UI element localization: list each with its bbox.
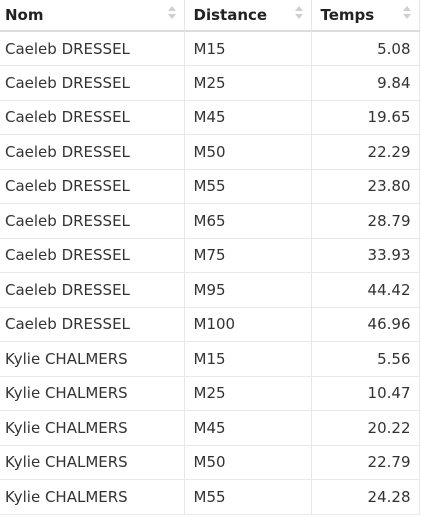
table-row: Kylie CHALMERS M15 5.56	[0, 341, 420, 377]
cell-nom: Kylie CHALMERS	[0, 410, 185, 446]
cell-distance: M45	[184, 100, 312, 135]
table-row: Caeleb DRESSEL M100 46.96	[0, 307, 420, 342]
cell-distance: M55	[184, 479, 312, 515]
cell-nom: Kylie CHALMERS	[0, 445, 185, 480]
cell-temps: 22.79	[311, 445, 420, 480]
table-row: Kylie CHALMERS M55 24.28	[0, 479, 420, 515]
column-header-label: Distance	[193, 6, 268, 24]
column-header-label: Nom	[5, 6, 44, 24]
cell-nom: Caeleb DRESSEL	[0, 203, 185, 239]
cell-nom: Kylie CHALMERS	[0, 376, 185, 411]
table-row: Caeleb DRESSEL M50 22.29	[0, 134, 420, 170]
table-row: Caeleb DRESSEL M65 28.79	[0, 203, 420, 239]
cell-nom: Caeleb DRESSEL	[0, 31, 185, 66]
cell-nom: Caeleb DRESSEL	[0, 307, 185, 342]
sort-both-icon[interactable]	[402, 6, 411, 20]
cell-temps: 20.22	[311, 410, 420, 446]
table-row: Caeleb DRESSEL M25 9.84	[0, 65, 420, 101]
table-row: Caeleb DRESSEL M75 33.93	[0, 238, 420, 273]
table-row: Kylie CHALMERS M45 20.22	[0, 410, 420, 446]
cell-temps: 46.96	[311, 307, 420, 342]
header-row: Nom Distance Temps	[0, 0, 420, 32]
table-header: Nom Distance Temps	[0, 0, 420, 32]
cell-nom: Caeleb DRESSEL	[0, 169, 185, 204]
table-row: Caeleb DRESSEL M45 19.65	[0, 100, 420, 135]
column-header-label: Temps	[320, 6, 375, 24]
cell-temps: 5.08	[311, 31, 420, 66]
table-row: Caeleb DRESSEL M15 5.08	[0, 31, 420, 66]
cell-distance: M25	[184, 65, 312, 101]
cell-nom: Kylie CHALMERS	[0, 479, 185, 515]
table-row: Caeleb DRESSEL M55 23.80	[0, 169, 420, 204]
cell-temps: 24.28	[311, 479, 420, 515]
cell-distance: M45	[184, 410, 312, 446]
cell-distance: M55	[184, 169, 312, 204]
cell-nom: Caeleb DRESSEL	[0, 272, 185, 308]
sort-both-icon[interactable]	[294, 6, 303, 20]
cell-nom: Caeleb DRESSEL	[0, 238, 185, 273]
sort-both-icon[interactable]	[167, 6, 176, 20]
cell-temps: 5.56	[311, 341, 420, 377]
cell-temps: 28.79	[311, 203, 420, 239]
cell-distance: M25	[184, 376, 312, 411]
cell-distance: M50	[184, 445, 312, 480]
column-header-temps[interactable]: Temps	[311, 0, 420, 32]
cell-temps: 19.65	[311, 100, 420, 135]
cell-distance: M15	[184, 31, 312, 66]
cell-distance: M50	[184, 134, 312, 170]
column-header-distance[interactable]: Distance	[184, 0, 312, 32]
cell-distance: M95	[184, 272, 312, 308]
cell-temps: 9.84	[311, 65, 420, 101]
cell-nom: Caeleb DRESSEL	[0, 134, 185, 170]
cell-nom: Caeleb DRESSEL	[0, 100, 185, 135]
cell-temps: 33.93	[311, 238, 420, 273]
cell-temps: 22.29	[311, 134, 420, 170]
cell-nom: Caeleb DRESSEL	[0, 65, 185, 101]
cell-temps: 10.47	[311, 376, 420, 411]
table-row: Kylie CHALMERS M50 22.79	[0, 445, 420, 480]
table-row: Kylie CHALMERS M25 10.47	[0, 376, 420, 411]
table-body: Caeleb DRESSEL M15 5.08 Caeleb DRESSEL M25 9.…	[0, 31, 420, 515]
table-row: Caeleb DRESSEL M95 44.42	[0, 272, 420, 308]
cell-distance: M75	[184, 238, 312, 273]
cell-distance: M65	[184, 203, 312, 239]
column-header-nom[interactable]: Nom	[0, 0, 185, 32]
cell-nom: Kylie CHALMERS	[0, 341, 185, 377]
cell-temps: 23.80	[311, 169, 420, 204]
cell-distance: M15	[184, 341, 312, 377]
cell-temps: 44.42	[311, 272, 420, 308]
cell-distance: M100	[184, 307, 312, 342]
